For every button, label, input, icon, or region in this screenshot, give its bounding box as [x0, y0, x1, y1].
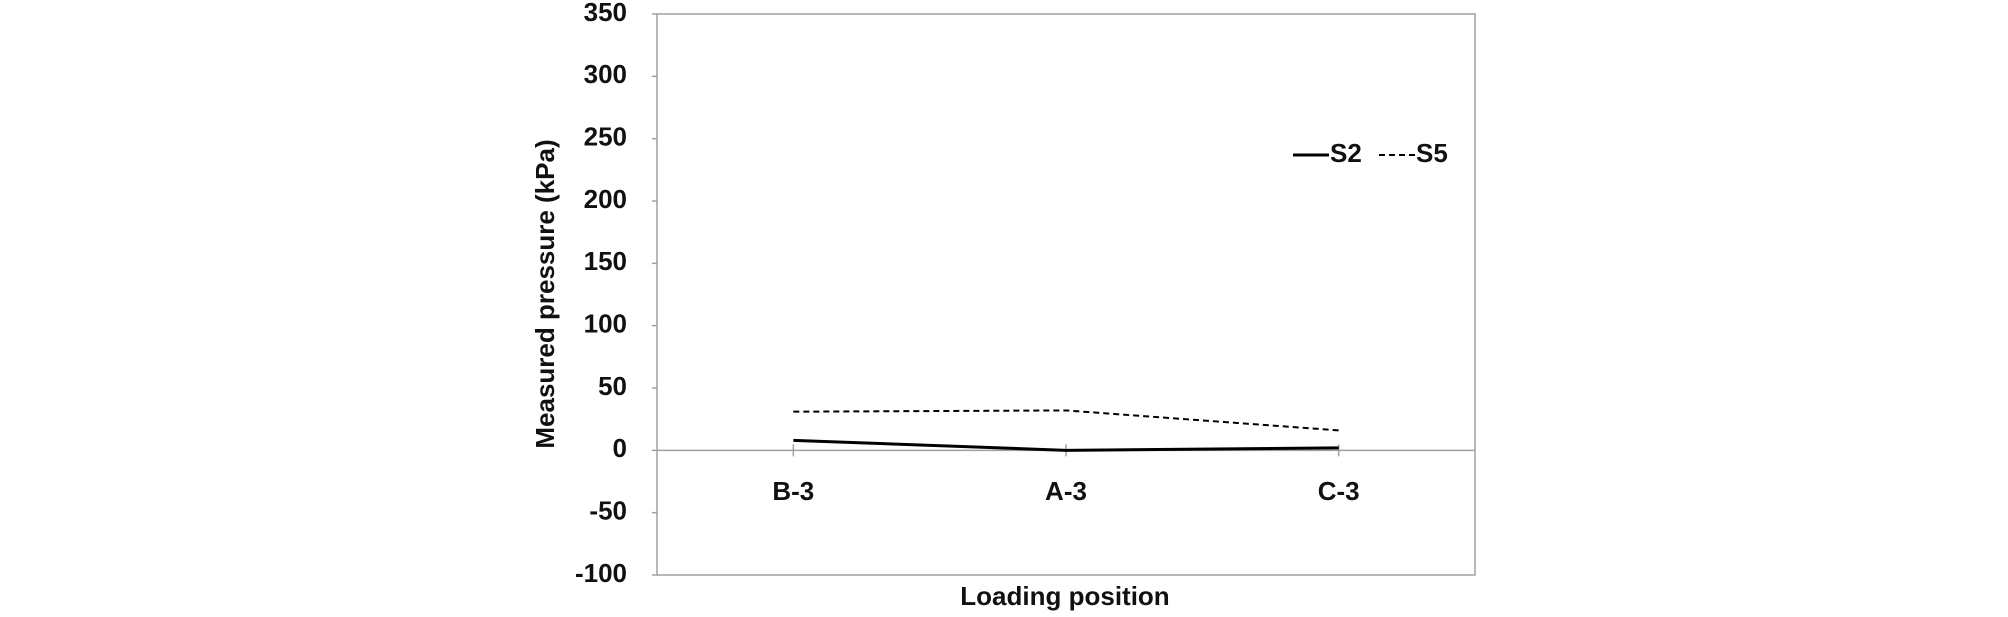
y-tick-label: -50: [589, 496, 627, 526]
x-axis-title: Loading position: [960, 581, 1169, 611]
y-tick-label: 150: [584, 246, 627, 276]
y-tick-label: 250: [584, 122, 627, 152]
y-tick-label: 200: [584, 184, 627, 214]
x-tick-label: C-3: [1318, 476, 1360, 506]
y-tick-label: 350: [584, 0, 627, 27]
line-series: [793, 409, 1339, 432]
y-tick-label: -100: [575, 558, 627, 588]
x-tick-label: A-3: [1045, 476, 1087, 506]
y-tick-label: 300: [584, 59, 627, 89]
x-tick-label: B-3: [772, 476, 814, 506]
legend-label: S2: [1330, 138, 1362, 168]
y-tick-label: 100: [584, 309, 627, 339]
y-tick-label: 50: [598, 371, 627, 401]
plot-frame: [656, 13, 1476, 576]
y-tick-label: 0: [613, 433, 627, 463]
line-series: [793, 438, 1339, 452]
y-axis-title: Measured pressure (kPa): [530, 139, 560, 448]
legend-label: S5: [1416, 138, 1448, 168]
